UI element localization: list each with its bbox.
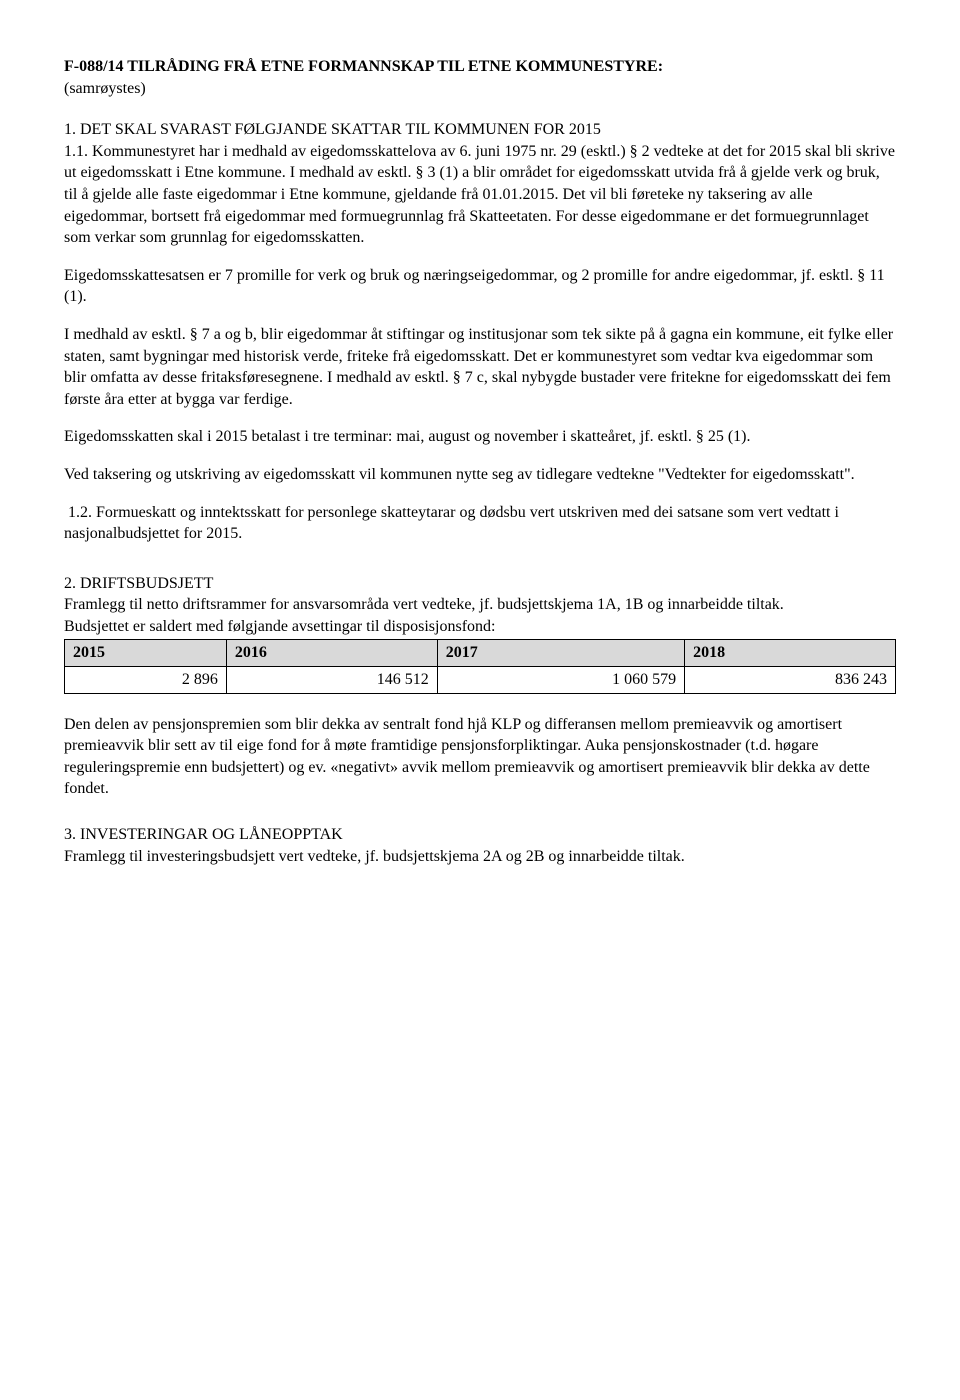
p3: I medhald av esktl. § 7 a og b, blir eig… [64,324,896,410]
cell-2018: 836 243 [685,667,896,694]
s3-title: 3. INVESTERINGAR OG LÅNEOPPTAK [64,824,896,846]
col-2016: 2016 [226,640,437,667]
s2-body1: Framlegg til netto driftsrammer for ansv… [64,594,896,616]
p6: 1.2. Formueskatt og inntektsskatt for pe… [64,502,896,545]
col-2015: 2015 [65,640,227,667]
s3-body: Framlegg til investeringsbudsjett vert v… [64,846,896,868]
cell-2015: 2 896 [65,667,227,694]
p7: Den delen av pensjonspremien som blir de… [64,714,896,800]
p1b: 1.1. Kommunestyret har i medhald av eige… [64,141,896,249]
p4: Eigedomsskatten skal i 2015 betalast i t… [64,426,896,448]
table-header-row: 2015 2016 2017 2018 [65,640,896,667]
p2: Eigedomsskattesatsen er 7 promille for v… [64,265,896,308]
cell-2017: 1 060 579 [437,667,684,694]
p5: Ved taksering og utskriving av eigedomss… [64,464,896,486]
doc-subheading: (samrøystes) [64,78,896,100]
table-row: 2 896 146 512 1 060 579 836 243 [65,667,896,694]
col-2017: 2017 [437,640,684,667]
p1a: 1. DET SKAL SVARAST FØLGJANDE SKATTAR TI… [64,119,896,141]
disposisjonsfond-table: 2015 2016 2017 2018 2 896 146 512 1 060 … [64,639,896,693]
col-2018: 2018 [685,640,896,667]
doc-heading: F-088/14 TILRÅDING FRÅ ETNE FORMANNSKAP … [64,56,896,78]
cell-2016: 146 512 [226,667,437,694]
s2-title: 2. DRIFTSBUDSJETT [64,573,896,595]
s2-body2: Budsjettet er saldert med følgjande avse… [64,616,896,638]
